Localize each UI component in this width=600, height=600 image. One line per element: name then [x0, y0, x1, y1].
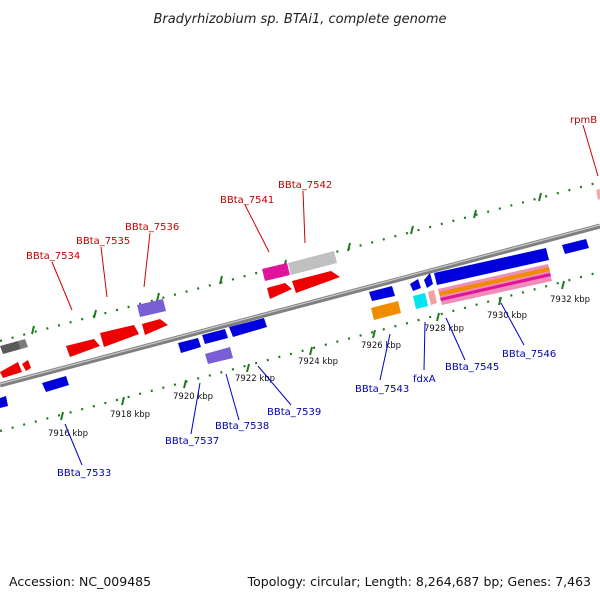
- scale-tick-label: 7920 kbp: [173, 392, 213, 402]
- gene-feature[interactable]: [18, 339, 28, 349]
- gene-feature[interactable]: [137, 299, 166, 317]
- gene-feature[interactable]: [413, 293, 428, 309]
- gene-feature[interactable]: [371, 301, 401, 320]
- gene-feature[interactable]: [0, 396, 8, 408]
- scale-tick-label: 7918 kbp: [110, 410, 150, 420]
- label-leader: [423, 321, 426, 371]
- reverse-strand-features: [0, 239, 589, 408]
- gene-feature[interactable]: [262, 263, 290, 281]
- gene-feature[interactable]: [202, 329, 228, 344]
- scale-tick: [121, 396, 125, 406]
- label-leader: [302, 190, 306, 244]
- scale-tick-label: 7916 kbp: [48, 429, 88, 439]
- scale-tick: [473, 209, 477, 219]
- label-leader: [225, 373, 240, 421]
- label-leader: [244, 204, 270, 253]
- scale-tick: [156, 292, 160, 302]
- label-leader: [100, 246, 108, 298]
- gene-feature[interactable]: [410, 279, 421, 291]
- label-leader: [64, 423, 83, 466]
- gene-feature[interactable]: [66, 339, 100, 357]
- gene-feature[interactable]: [562, 239, 589, 254]
- label-leader: [445, 317, 466, 361]
- scale-tick-label: 7926 kbp: [361, 341, 401, 351]
- forward-dotted-track: [0, 180, 600, 343]
- gene-feature[interactable]: [205, 347, 233, 364]
- genome-backbone: [0, 223, 600, 388]
- gene-feature[interactable]: [267, 283, 292, 299]
- gene-label-reverse: BBta_7546: [502, 349, 556, 360]
- gene-label-reverse: BBta_7538: [215, 421, 269, 432]
- gene-label-forward: BBta_7542: [278, 180, 332, 191]
- scale-tick: [498, 296, 502, 306]
- scale-tick-label: 7922 kbp: [235, 374, 275, 384]
- forward-strand-features: [0, 189, 600, 357]
- scale-tick: [219, 275, 223, 285]
- gene-feature[interactable]: [22, 360, 31, 371]
- scale-tick: [436, 312, 440, 322]
- scale-tick: [246, 363, 250, 373]
- label-leader: [582, 124, 599, 177]
- label-leader: [500, 302, 525, 346]
- gene-label-forward: BBta_7541: [220, 195, 274, 206]
- gene-label-reverse: BBta_7545: [445, 362, 499, 373]
- scale-tick-label: 7932 kbp: [550, 295, 590, 305]
- scale-tick-label: 7930 kbp: [487, 311, 527, 321]
- label-leader: [379, 333, 391, 381]
- scale-tick: [93, 309, 97, 319]
- scale-tick: [60, 411, 64, 421]
- gene-feature[interactable]: [369, 286, 395, 301]
- gene-feature[interactable]: [428, 290, 437, 305]
- gene-label-reverse: BBta_7533: [57, 468, 111, 479]
- gene-feature[interactable]: [440, 273, 551, 301]
- gene-feature[interactable]: [424, 273, 433, 288]
- gene-feature[interactable]: [178, 338, 201, 353]
- scale-tick: [372, 329, 376, 339]
- gene-label-reverse: BBta_7543: [355, 384, 409, 395]
- gene-label-forward: BBta_7535: [76, 236, 130, 247]
- label-leader: [51, 261, 73, 311]
- gene-feature[interactable]: [0, 362, 22, 378]
- gene-feature[interactable]: [292, 271, 340, 293]
- gene-label-forward: BBta_7534: [26, 251, 80, 262]
- scale-tick: [347, 242, 351, 252]
- gene-feature[interactable]: [229, 318, 267, 337]
- gene-feature[interactable]: [0, 341, 21, 354]
- gene-feature[interactable]: [434, 248, 549, 285]
- gene-feature[interactable]: [42, 376, 69, 392]
- label-leader: [190, 382, 201, 435]
- label-leader: [143, 232, 151, 288]
- scale-tick-label: 7928 kbp: [424, 324, 464, 334]
- gene-feature[interactable]: [100, 325, 139, 347]
- map-title: Bradyrhizobium sp. BTAi1, complete genom…: [153, 12, 446, 27]
- gene-feature[interactable]: [439, 267, 550, 296]
- gene-label-forward: rpmB: [570, 115, 597, 126]
- scale-tick: [538, 192, 542, 202]
- scale-tick: [31, 325, 35, 335]
- scale-tick: [309, 346, 313, 356]
- gene-label-forward: BBta_7536: [125, 222, 179, 233]
- scale-tick: [561, 280, 565, 290]
- gene-feature[interactable]: [288, 251, 337, 275]
- gene-label-reverse: fdxA: [413, 374, 436, 385]
- genome-backbone-highlight: [0, 224, 600, 385]
- label-leader: [257, 365, 292, 406]
- gene-feature[interactable]: [596, 189, 600, 200]
- gene-label-reverse: BBta_7539: [267, 407, 321, 418]
- scale-tick: [183, 379, 187, 389]
- scale-tick-label: 7924 kbp: [298, 357, 338, 367]
- scale-tick: [410, 225, 414, 235]
- genome-summary-text: Topology: circular; Length: 8,264,687 bp…: [247, 574, 591, 589]
- accession-text: Accession: NC_009485: [9, 574, 151, 589]
- gene-feature[interactable]: [142, 319, 168, 335]
- gene-label-reverse: BBta_7537: [165, 436, 219, 447]
